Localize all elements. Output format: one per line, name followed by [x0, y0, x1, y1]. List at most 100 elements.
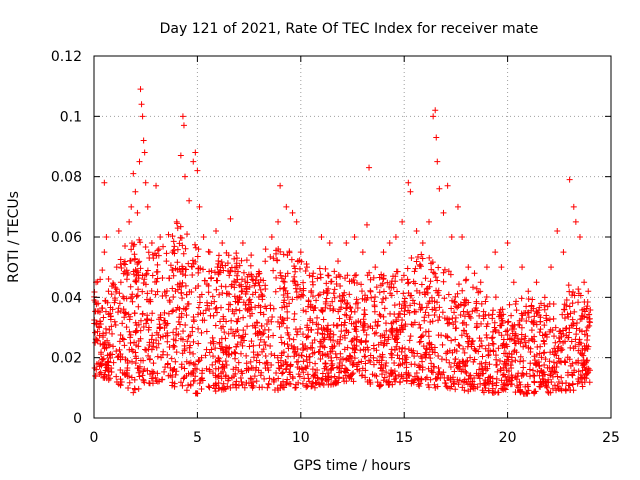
- data-point: [177, 379, 184, 386]
- data-point: [561, 358, 568, 365]
- data-point: [566, 356, 573, 363]
- data-point: [167, 262, 174, 269]
- data-point: [498, 385, 505, 392]
- data-point: [143, 270, 150, 277]
- data-point: [159, 333, 166, 340]
- data-point: [400, 290, 407, 297]
- data-point: [107, 316, 114, 323]
- data-point: [285, 353, 292, 360]
- data-point: [542, 331, 549, 338]
- data-point: [479, 370, 486, 377]
- data-point: [210, 340, 217, 347]
- data-point: [280, 251, 287, 258]
- data-point: [390, 273, 397, 280]
- data-point: [252, 289, 259, 296]
- data-point: [519, 264, 526, 271]
- data-point: [297, 285, 303, 292]
- data-point: [159, 376, 166, 383]
- data-point: [438, 332, 445, 339]
- data-point: [382, 295, 389, 302]
- data-point: [553, 364, 560, 371]
- data-point: [472, 305, 479, 312]
- data-point: [300, 358, 307, 365]
- data-point: [271, 352, 278, 359]
- data-point: [278, 350, 285, 357]
- data-point: [476, 360, 483, 367]
- data-point: [440, 209, 447, 216]
- data-point: [448, 305, 455, 312]
- data-point: [278, 275, 285, 282]
- data-point: [431, 270, 438, 277]
- data-point: [353, 363, 360, 370]
- data-point: [337, 273, 344, 280]
- data-point: [546, 358, 553, 365]
- data-point: [329, 344, 336, 351]
- data-point: [455, 341, 462, 348]
- data-point: [296, 373, 303, 380]
- data-point: [129, 291, 136, 298]
- data-point: [531, 313, 538, 320]
- data-point: [333, 280, 340, 287]
- data-point: [239, 381, 246, 388]
- data-point: [507, 362, 514, 369]
- data-point: [166, 297, 173, 304]
- data-point: [323, 295, 330, 302]
- data-point: [575, 290, 582, 297]
- data-point: [283, 361, 290, 368]
- data-point: [206, 249, 213, 256]
- data-point: [579, 350, 586, 357]
- data-point: [320, 336, 327, 343]
- data-point: [562, 325, 569, 332]
- data-point: [359, 365, 366, 372]
- data-point: [341, 311, 348, 318]
- data-point: [503, 360, 510, 367]
- data-point: [423, 351, 430, 358]
- data-point: [184, 300, 191, 307]
- data-point: [584, 370, 591, 377]
- data-point: [422, 376, 429, 383]
- data-point: [295, 293, 302, 300]
- data-point: [148, 240, 155, 247]
- data-point: [173, 325, 180, 332]
- data-point: [231, 349, 238, 356]
- data-point: [199, 317, 206, 324]
- data-point: [372, 319, 379, 326]
- data-point: [476, 375, 483, 382]
- data-point: [412, 308, 419, 315]
- data-point: [393, 326, 400, 333]
- data-point: [389, 329, 396, 336]
- data-point: [397, 361, 404, 368]
- data-point: [413, 258, 420, 265]
- data-point: [201, 277, 208, 284]
- data-point: [233, 250, 240, 257]
- data-point: [170, 238, 177, 245]
- data-point: [575, 368, 582, 375]
- data-point: [558, 333, 565, 340]
- data-point: [149, 332, 156, 339]
- data-point: [363, 221, 370, 228]
- data-point: [200, 310, 207, 317]
- data-point: [183, 291, 190, 298]
- data-point: [512, 357, 519, 364]
- data-point: [497, 306, 504, 313]
- data-point: [325, 370, 332, 377]
- data-point: [580, 356, 587, 363]
- data-point: [122, 261, 129, 268]
- data-point: [501, 350, 508, 357]
- data-point: [143, 271, 150, 278]
- data-point: [196, 203, 203, 210]
- data-point: [490, 340, 497, 347]
- data-point: [171, 383, 178, 390]
- data-point: [126, 346, 133, 353]
- data-point: [441, 295, 448, 302]
- data-point: [445, 268, 452, 275]
- data-point: [398, 276, 405, 283]
- data-point: [119, 320, 126, 327]
- data-point: [221, 385, 228, 392]
- data-point: [419, 240, 426, 247]
- data-point: [567, 362, 574, 369]
- data-point: [128, 240, 135, 247]
- data-point: [537, 343, 544, 350]
- data-point: [322, 360, 329, 367]
- data-point: [489, 315, 496, 322]
